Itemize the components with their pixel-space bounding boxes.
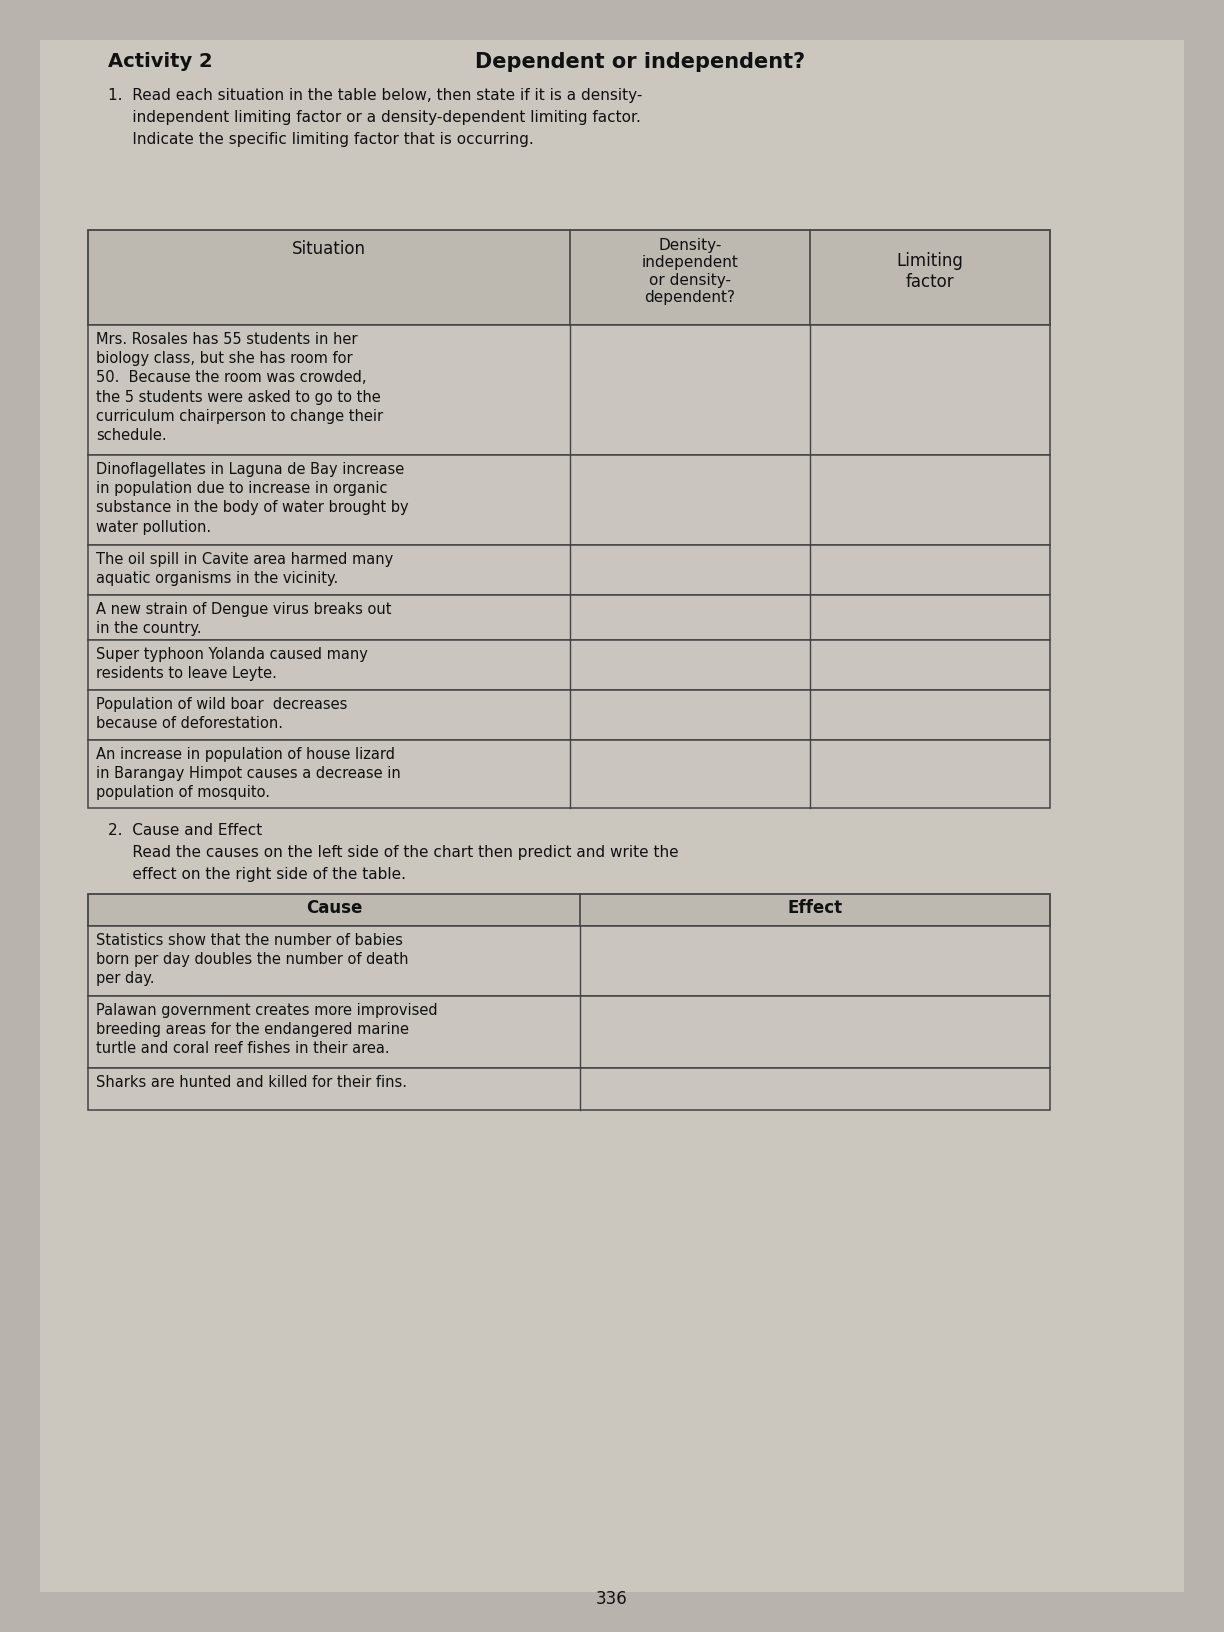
Text: 336: 336	[596, 1590, 628, 1608]
Bar	[88, 325, 1050, 455]
Text: Read the causes on the left side of the chart then predict and write the: Read the causes on the left side of the …	[108, 845, 678, 860]
Bar	[88, 1067, 1050, 1110]
Text: Dependent or independent?: Dependent or independent?	[475, 52, 805, 72]
Text: Dinoflagellates in Laguna de Bay increase
in population due to increase in organ: Dinoflagellates in Laguna de Bay increas…	[95, 462, 409, 535]
Text: 2.  Cause and Effect: 2. Cause and Effect	[108, 823, 262, 837]
Text: Density-
independent
or density-
dependent?: Density- independent or density- depende…	[641, 238, 738, 305]
Bar	[88, 996, 1050, 1067]
Bar	[88, 690, 1050, 739]
Text: Effect: Effect	[787, 899, 842, 917]
Text: Activity 2: Activity 2	[108, 52, 213, 72]
Text: independent limiting factor or a density-dependent limiting factor.: independent limiting factor or a density…	[108, 109, 641, 126]
Text: Indicate the specific limiting factor that is occurring.: Indicate the specific limiting factor th…	[108, 132, 534, 147]
Bar	[88, 925, 1050, 996]
Text: The oil spill in Cavite area harmed many
aquatic organisms in the vicinity.: The oil spill in Cavite area harmed many…	[95, 552, 393, 586]
Text: Population of wild boar  decreases
because of deforestation.: Population of wild boar decreases becaus…	[95, 697, 348, 731]
Text: Statistics show that the number of babies
born per day doubles the number of dea: Statistics show that the number of babie…	[95, 934, 409, 986]
Text: effect on the right side of the table.: effect on the right side of the table.	[108, 867, 406, 881]
Text: Mrs. Rosales has 55 students in her
biology class, but she has room for
50.  Bec: Mrs. Rosales has 55 students in her biol…	[95, 331, 383, 442]
Bar	[88, 455, 1050, 545]
Text: Limiting
factor: Limiting factor	[896, 251, 963, 290]
Bar	[88, 596, 1050, 640]
Text: Cause: Cause	[306, 899, 362, 917]
Bar	[88, 894, 1050, 925]
Text: An increase in population of house lizard
in Barangay Himpot causes a decrease i: An increase in population of house lizar…	[95, 747, 400, 800]
Bar	[88, 545, 1050, 596]
Text: Situation: Situation	[293, 240, 366, 258]
Text: Sharks are hunted and killed for their fins.: Sharks are hunted and killed for their f…	[95, 1075, 408, 1090]
Bar	[88, 640, 1050, 690]
Bar	[88, 230, 1050, 325]
Text: Palawan government creates more improvised
breeding areas for the endangered mar: Palawan government creates more improvis…	[95, 1004, 438, 1056]
Bar	[88, 739, 1050, 808]
Text: Super typhoon Yolanda caused many
residents to leave Leyte.: Super typhoon Yolanda caused many reside…	[95, 646, 368, 681]
Text: 1.  Read each situation in the table below, then state if it is a density-: 1. Read each situation in the table belo…	[108, 88, 643, 103]
Text: A new strain of Dengue virus breaks out
in the country.: A new strain of Dengue virus breaks out …	[95, 602, 392, 636]
